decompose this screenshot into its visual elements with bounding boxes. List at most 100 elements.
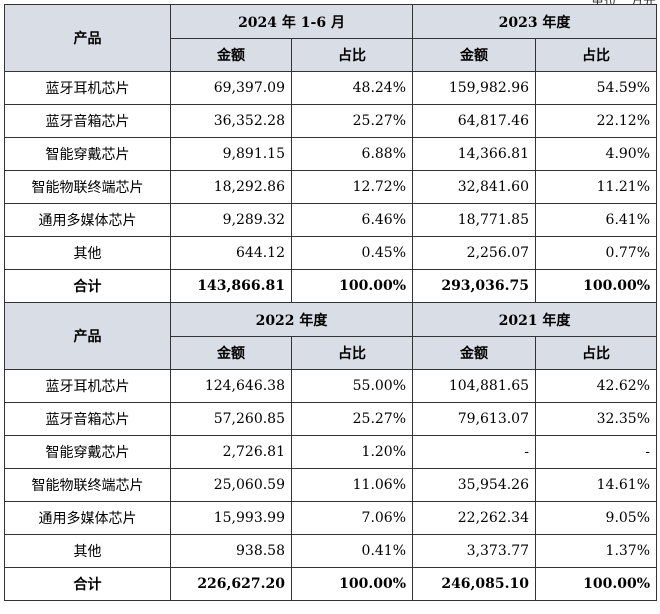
period-header: 2023 年度 bbox=[412, 4, 658, 39]
amount-cell: 22,262.34 bbox=[412, 501, 537, 535]
ratio-cell: 11.06% bbox=[290, 468, 414, 502]
amount-cell: 79,613.07 bbox=[412, 402, 537, 436]
revenue-by-product-table: 产品 2024 年 1-6 月 2023 年度 金额 占比 金额 占比 蓝牙耳机芯片 69,39… bbox=[4, 4, 658, 601]
amount-cell: 14,366.81 bbox=[412, 137, 537, 171]
amount-column-header: 金额 bbox=[412, 38, 537, 72]
total-row: 合计 226,627.20 100.00% 246,085.10 100.00% bbox=[4, 567, 658, 601]
header-row-metrics: 金额 占比 金额 占比 bbox=[5, 38, 658, 72]
ratio-cell: 54.59% bbox=[535, 71, 658, 105]
ratio-column-header: 占比 bbox=[290, 38, 414, 72]
ratio-cell: 0.41% bbox=[290, 534, 414, 568]
ratio-cell: 9.05% bbox=[535, 501, 658, 535]
product-name-cell: 智能穿戴芯片 bbox=[4, 137, 171, 171]
table-body: 产品 2024 年 1-6 月 2023 年度 金额 占比 金额 占比 蓝牙耳机芯片 69,39… bbox=[4, 4, 658, 601]
product-name-cell: 智能穿戴芯片 bbox=[4, 435, 171, 469]
amount-cell: 69,397.09 bbox=[170, 71, 292, 105]
table-row: 智能物联终端芯片 18,292.86 12.72% 32,841.60 11.21% bbox=[4, 170, 658, 204]
product-column-header: 产品 bbox=[4, 302, 171, 370]
table-row: 蓝牙音箱芯片 57,260.85 25.27% 79,613.07 32.35% bbox=[4, 402, 658, 436]
amount-cell: 25,060.59 bbox=[170, 468, 292, 502]
product-name-cell: 通用多媒体芯片 bbox=[4, 203, 171, 237]
ratio-cell: 25.27% bbox=[290, 402, 414, 436]
ratio-column-header: 占比 bbox=[535, 38, 658, 72]
product-name-cell: 蓝牙耳机芯片 bbox=[4, 71, 171, 105]
amount-cell: 938.58 bbox=[170, 534, 292, 568]
table-row: 通用多媒体芯片 15,993.99 7.06% 22,262.34 9.05% bbox=[4, 501, 658, 535]
total-row: 合计 143,866.81 100.00% 293,036.75 100.00% bbox=[4, 269, 658, 303]
ratio-cell: 22.12% bbox=[535, 104, 658, 138]
amount-cell: 644.12 bbox=[170, 236, 292, 270]
table-row: 智能物联终端芯片 25,060.59 11.06% 35,954.26 14.61% bbox=[4, 468, 658, 502]
table-row: 蓝牙耳机芯片 124,646.38 55.00% 104,881.65 42.62% bbox=[4, 369, 658, 403]
amount-cell: 159,982.96 bbox=[412, 71, 537, 105]
total-ratio-cell: 100.00% bbox=[290, 269, 414, 303]
period-header: 2022 年度 bbox=[169, 302, 414, 337]
ratio-cell: 7.06% bbox=[290, 501, 414, 535]
table-row: 蓝牙耳机芯片 69,397.09 48.24% 159,982.96 54.59% bbox=[4, 71, 658, 105]
total-ratio-cell: 100.00% bbox=[535, 567, 658, 601]
amount-cell: 36,352.28 bbox=[170, 104, 292, 138]
amount-cell: 35,954.26 bbox=[412, 468, 537, 502]
period-header: 2024 年 1-6 月 bbox=[169, 4, 414, 39]
amount-cell: 3,373.77 bbox=[412, 534, 537, 568]
product-name-cell: 其他 bbox=[4, 236, 171, 270]
ratio-cell: 11.21% bbox=[535, 170, 658, 204]
ratio-cell: 55.00% bbox=[290, 369, 414, 403]
amount-cell: 32,841.60 bbox=[412, 170, 537, 204]
ratio-cell: 42.62% bbox=[535, 369, 658, 403]
ratio-cell: 4.90% bbox=[535, 137, 658, 171]
ratio-cell: 25.27% bbox=[290, 104, 414, 138]
amount-cell: 104,881.65 bbox=[412, 369, 537, 403]
amount-cell: 124,646.38 bbox=[170, 369, 292, 403]
header-row-period: 产品 2022 年度 2021 年度 bbox=[4, 302, 658, 370]
ratio-cell: 6.41% bbox=[535, 203, 658, 237]
ratio-cell: 1.20% bbox=[290, 435, 414, 469]
table-row: 智能穿戴芯片 9,891.15 6.88% 14,366.81 4.90% bbox=[4, 137, 658, 171]
product-name-cell: 其他 bbox=[4, 534, 171, 568]
period-header: 2021 年度 bbox=[412, 302, 658, 337]
ratio-cell: 0.45% bbox=[290, 236, 414, 270]
product-name-cell: 智能物联终端芯片 bbox=[4, 170, 171, 204]
amount-cell: 9,289.32 bbox=[170, 203, 292, 237]
amount-cell: 18,292.86 bbox=[170, 170, 292, 204]
product-column-header: 产品 bbox=[4, 4, 171, 72]
amount-cell: 15,993.99 bbox=[170, 501, 292, 535]
total-amount-cell: 143,866.81 bbox=[170, 269, 292, 303]
amount-cell: 18,771.85 bbox=[412, 203, 537, 237]
header-row-metrics: 金额 占比 金额 占比 bbox=[5, 336, 658, 370]
amount-cell: - bbox=[412, 435, 537, 469]
total-label-cell: 合计 bbox=[4, 269, 171, 303]
ratio-cell: 14.61% bbox=[535, 468, 658, 502]
total-ratio-cell: 100.00% bbox=[535, 269, 658, 303]
product-name-cell: 智能物联终端芯片 bbox=[4, 468, 171, 502]
product-name-cell: 蓝牙音箱芯片 bbox=[4, 104, 171, 138]
ratio-cell: 6.88% bbox=[290, 137, 414, 171]
table-row: 其他 938.58 0.41% 3,373.77 1.37% bbox=[4, 534, 658, 568]
ratio-cell: 0.77% bbox=[535, 236, 658, 270]
amount-cell: 2,256.07 bbox=[412, 236, 537, 270]
table-row: 通用多媒体芯片 9,289.32 6.46% 18,771.85 6.41% bbox=[4, 203, 658, 237]
amount-cell: 2,726.81 bbox=[170, 435, 292, 469]
table-row: 智能穿戴芯片 2,726.81 1.20% - - bbox=[4, 435, 658, 469]
total-amount-cell: 246,085.10 bbox=[412, 567, 537, 601]
product-name-cell: 蓝牙耳机芯片 bbox=[4, 369, 171, 403]
ratio-cell: 12.72% bbox=[290, 170, 414, 204]
amount-cell: 64,817.46 bbox=[412, 104, 537, 138]
total-amount-cell: 226,627.20 bbox=[170, 567, 292, 601]
total-amount-cell: 293,036.75 bbox=[412, 269, 537, 303]
amount-column-header: 金额 bbox=[170, 336, 292, 370]
table-row: 其他 644.12 0.45% 2,256.07 0.77% bbox=[4, 236, 658, 270]
product-name-cell: 通用多媒体芯片 bbox=[4, 501, 171, 535]
ratio-cell: 32.35% bbox=[535, 402, 658, 436]
amount-column-header: 金额 bbox=[170, 38, 292, 72]
ratio-cell: 1.37% bbox=[535, 534, 658, 568]
amount-column-header: 金额 bbox=[412, 336, 537, 370]
product-name-cell: 蓝牙音箱芯片 bbox=[4, 402, 171, 436]
total-ratio-cell: 100.00% bbox=[290, 567, 414, 601]
amount-cell: 9,891.15 bbox=[170, 137, 292, 171]
ratio-cell: 48.24% bbox=[290, 71, 414, 105]
amount-cell: 57,260.85 bbox=[170, 402, 292, 436]
ratio-cell: - bbox=[535, 435, 658, 469]
ratio-column-header: 占比 bbox=[290, 336, 414, 370]
ratio-cell: 6.46% bbox=[290, 203, 414, 237]
